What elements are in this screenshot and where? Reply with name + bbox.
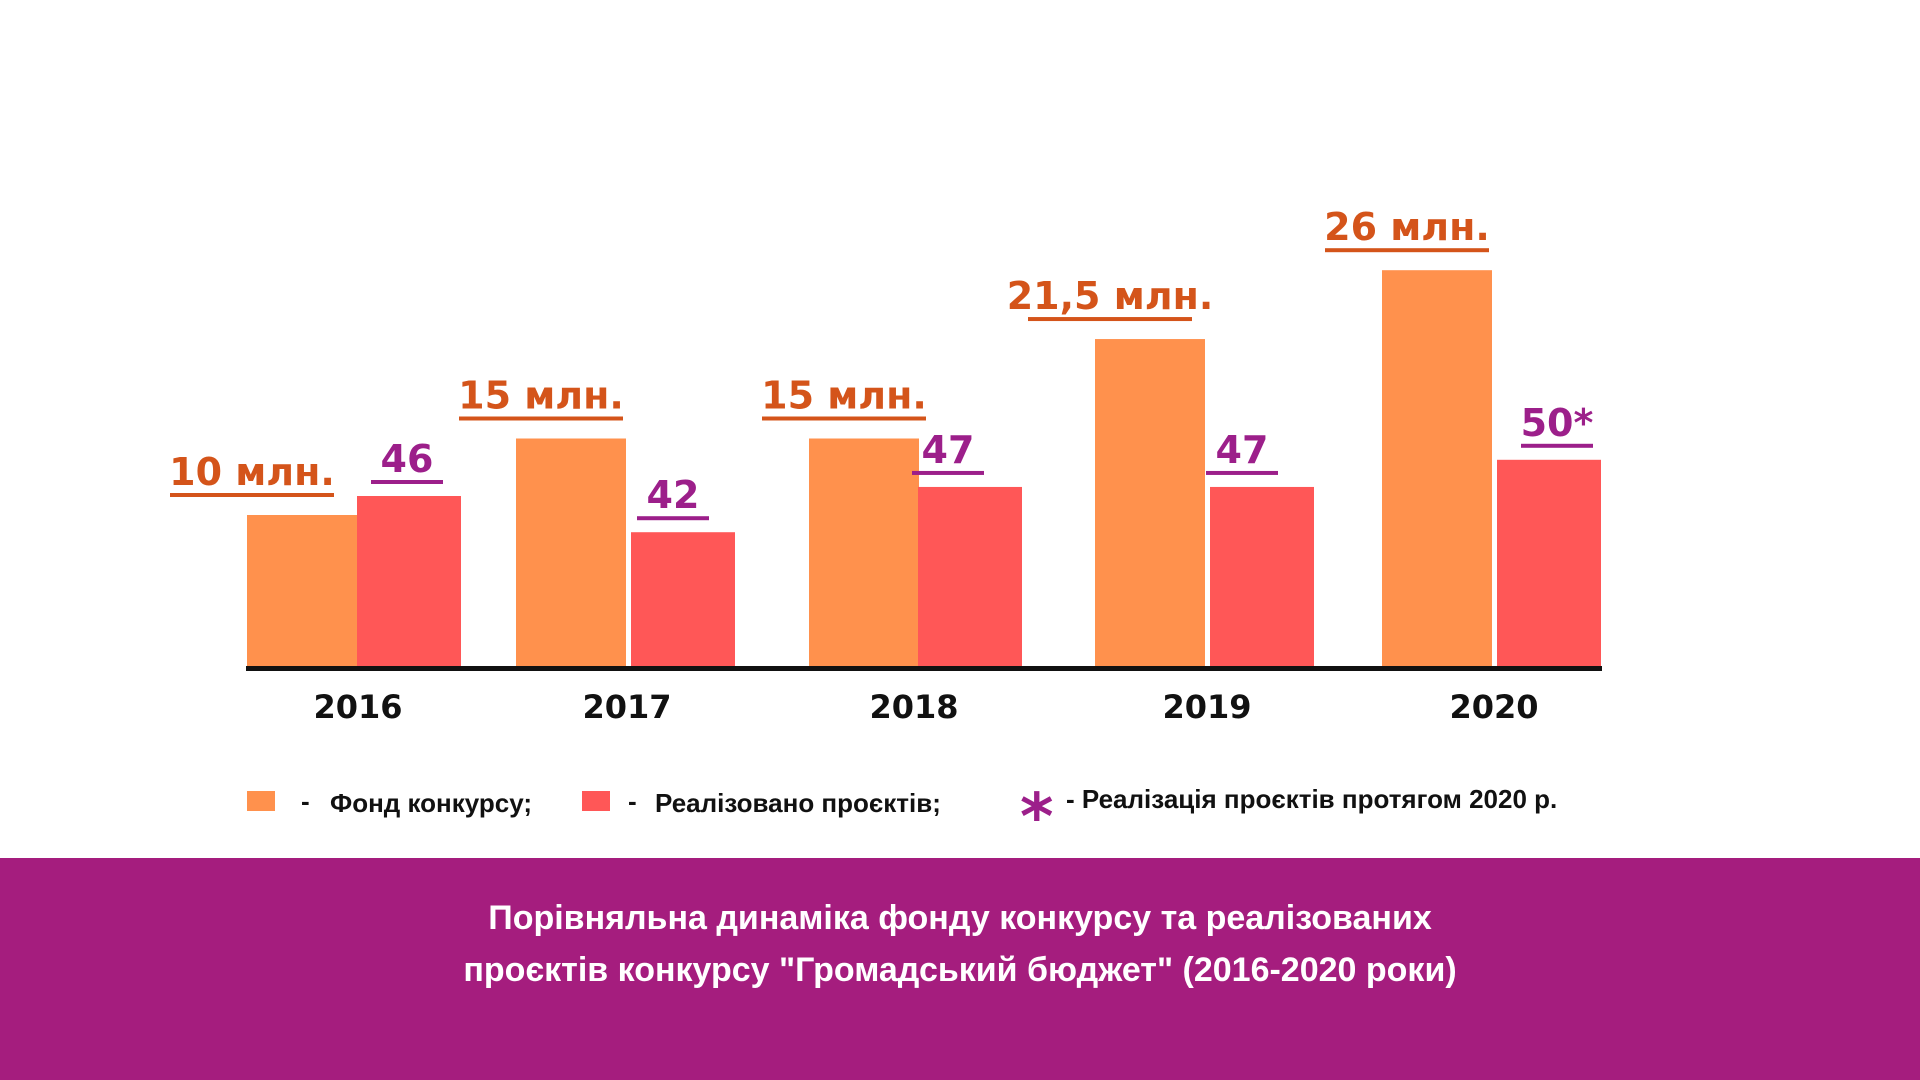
data-label-fund-2018: 15 млн. bbox=[761, 374, 927, 418]
chart-title-line-2: проєктів конкурсу "Громадський бюджет" (… bbox=[463, 951, 1457, 989]
bar-projects-2019 bbox=[1210, 486, 1314, 668]
data-label-underline-fund-2017 bbox=[459, 416, 623, 421]
data-label-underline-projects-2018 bbox=[912, 470, 984, 475]
bar-fund-2018 bbox=[809, 438, 919, 668]
x-tick-label-2020: 2020 bbox=[1449, 688, 1538, 726]
bar-projects-2016 bbox=[357, 496, 461, 668]
data-label-fund-2020: 26 млн. bbox=[1324, 205, 1490, 249]
x-tick-label-2017: 2017 bbox=[582, 688, 671, 726]
chart-title-line-1: Порівняльна динаміка фонду конкурсу та р… bbox=[488, 899, 1432, 937]
data-label-fund-2019: 21,5 млн. bbox=[1007, 274, 1214, 318]
bar-fund-2020 bbox=[1382, 270, 1492, 668]
bar-fund-2016 bbox=[247, 515, 357, 668]
data-label-underline-fund-2018 bbox=[762, 416, 926, 421]
footer-band bbox=[0, 858, 1920, 1080]
data-label-underline-fund-2016 bbox=[170, 493, 334, 497]
data-label-underline-fund-2020 bbox=[1325, 248, 1489, 253]
data-label-underline-projects-2016 bbox=[371, 480, 443, 485]
data-label-underline-projects-2017 bbox=[637, 516, 709, 521]
bar-fund-2019 bbox=[1095, 339, 1205, 668]
chart-title: Порівняльна динаміка фонду конкурсу та р… bbox=[0, 892, 1920, 996]
bar-chart: 10 млн. 46 2016 15 млн. 42 2017 15 млн. 47 2018 2… bbox=[169, 205, 1602, 726]
data-label-projects-2016: 46 bbox=[381, 437, 434, 481]
bar-projects-2018 bbox=[918, 486, 1022, 668]
x-tick-label-2016: 2016 bbox=[313, 688, 402, 726]
data-label-projects-2018: 47 bbox=[922, 428, 975, 472]
data-label-fund-2017: 15 млн. bbox=[458, 374, 624, 418]
data-label-projects-2017: 42 bbox=[647, 473, 700, 517]
x-axis-line bbox=[246, 666, 1602, 671]
data-label-underline-projects-2019 bbox=[1206, 470, 1278, 475]
data-label-projects-2019: 47 bbox=[1216, 428, 1269, 472]
x-tick-label-2019: 2019 bbox=[1162, 688, 1251, 726]
bar-projects-2017 bbox=[631, 532, 735, 668]
data-label-underline-projects-2020 bbox=[1521, 443, 1593, 448]
data-label-fund-2016: 10 млн. bbox=[169, 450, 335, 494]
data-label-underline-fund-2019 bbox=[1028, 317, 1192, 322]
bar-projects-2020 bbox=[1497, 459, 1601, 668]
x-tick-label-2018: 2018 bbox=[869, 688, 958, 726]
data-label-projects-2020: 50* bbox=[1521, 401, 1594, 445]
bar-fund-2017 bbox=[516, 438, 626, 668]
